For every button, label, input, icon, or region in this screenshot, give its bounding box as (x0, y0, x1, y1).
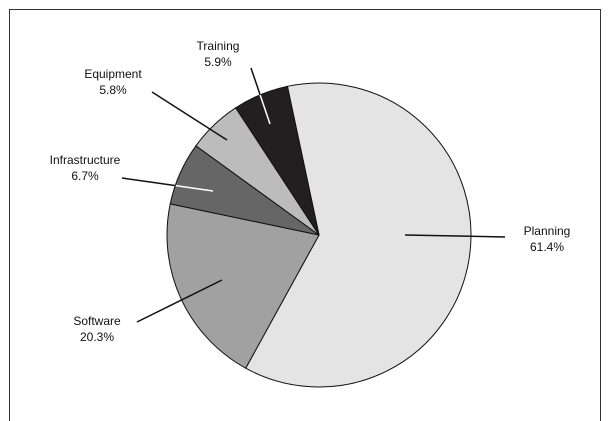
leader-line (404, 234, 471, 238)
slice-label: Equipment (84, 67, 142, 81)
leader-line (259, 94, 271, 125)
leader-line (181, 279, 223, 301)
slice-value-label: 61.4% (530, 240, 564, 254)
slice-label: Planning (524, 224, 571, 238)
leader-line (151, 91, 211, 130)
slice-value-label: 20.3% (80, 330, 114, 344)
leader-line (136, 299, 182, 323)
leader-line (470, 235, 506, 238)
frame (9, 9, 601, 421)
leader-line (121, 177, 176, 187)
leader-line (175, 184, 214, 192)
slice-label: Software (73, 314, 121, 328)
slice-label: Training (197, 39, 240, 53)
slice-label: Infrastructure (50, 153, 121, 167)
leader-line (250, 67, 261, 96)
slice-value-label: 6.7% (71, 169, 99, 183)
pie-slice (166, 203, 320, 369)
leader-line (209, 128, 228, 141)
slice-value-label: 5.9% (204, 55, 232, 69)
slice-value-label: 5.8% (99, 83, 127, 97)
pie-slice (245, 82, 472, 388)
